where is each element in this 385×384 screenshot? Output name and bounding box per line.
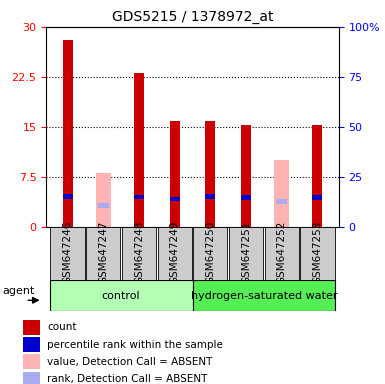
Bar	[312, 195, 322, 200]
Bar	[193, 227, 228, 280]
Bar	[134, 73, 144, 227]
Bar	[264, 227, 299, 280]
Text: GSM647250: GSM647250	[205, 221, 215, 284]
Bar	[23, 354, 40, 369]
Bar	[205, 121, 215, 227]
Text: count: count	[47, 322, 77, 332]
Text: hydrogen-saturated water: hydrogen-saturated water	[191, 291, 337, 301]
Text: GSM647248: GSM647248	[134, 221, 144, 284]
Text: rank, Detection Call = ABSENT: rank, Detection Call = ABSENT	[47, 374, 208, 384]
Bar	[122, 227, 156, 280]
Bar	[86, 227, 121, 280]
Bar	[170, 121, 180, 227]
Title: GDS5215 / 1378972_at: GDS5215 / 1378972_at	[112, 10, 273, 25]
Bar	[241, 195, 251, 200]
Text: GSM647249: GSM647249	[170, 221, 180, 284]
Bar	[157, 227, 192, 280]
Text: control: control	[102, 291, 141, 301]
Text: GSM647247: GSM647247	[98, 221, 108, 284]
Bar	[97, 203, 109, 208]
Bar	[23, 372, 40, 384]
Bar	[23, 337, 40, 352]
Bar	[170, 197, 180, 201]
Bar	[63, 194, 73, 199]
Bar	[50, 227, 85, 280]
Bar	[134, 195, 144, 199]
Bar	[241, 125, 251, 227]
Bar	[192, 280, 335, 311]
Bar	[229, 227, 263, 280]
Bar	[63, 40, 73, 227]
Bar	[96, 173, 111, 227]
Text: agent: agent	[2, 286, 35, 296]
Bar	[274, 160, 289, 227]
Text: GSM647246: GSM647246	[63, 221, 73, 284]
Bar	[23, 320, 40, 335]
Bar	[300, 227, 335, 280]
Text: GSM647251: GSM647251	[241, 221, 251, 284]
Text: value, Detection Call = ABSENT: value, Detection Call = ABSENT	[47, 357, 213, 367]
Bar	[312, 125, 322, 227]
Bar	[205, 194, 215, 199]
Text: GSM647252: GSM647252	[277, 221, 287, 284]
Text: GSM647253: GSM647253	[312, 221, 322, 284]
Bar	[276, 199, 288, 204]
Text: percentile rank within the sample: percentile rank within the sample	[47, 339, 223, 349]
Bar	[50, 280, 192, 311]
